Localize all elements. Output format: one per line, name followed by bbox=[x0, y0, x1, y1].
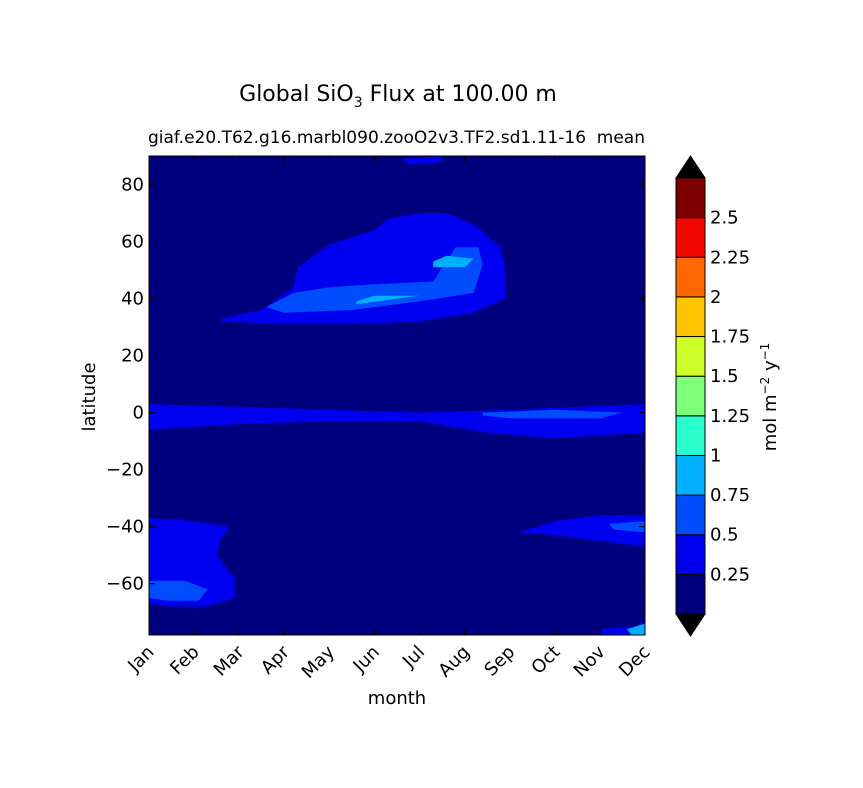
colorbar-label-exp2: −1 bbox=[758, 343, 772, 361]
colorbar: 0.25 0.5 0.75 1 1.25 1.5 1.75 2 2.25 2.5 bbox=[675, 155, 750, 637]
contour-region-7 bbox=[149, 580, 208, 601]
x-tick-label: Mar bbox=[210, 641, 249, 680]
colorbar-segment bbox=[675, 573, 706, 615]
y-axis: 80 60 40 20 0 −20 −40 −60 bbox=[106, 175, 645, 595]
y-tick-label: 0 bbox=[133, 403, 144, 424]
colorbar-label-exp1: −2 bbox=[758, 377, 772, 395]
colorbar-segment bbox=[675, 534, 706, 575]
x-tick-label: May bbox=[298, 641, 339, 682]
plot-frame bbox=[148, 155, 646, 636]
colorbar-segment bbox=[675, 415, 706, 456]
x-tick-label: Jul bbox=[398, 642, 429, 673]
y-tick-label: −60 bbox=[106, 574, 144, 595]
y-axis-label: latitude bbox=[79, 362, 100, 431]
colorbar-segment bbox=[675, 177, 706, 219]
chart-title-suffix: Flux at 100.00 m bbox=[363, 82, 557, 107]
chart-title-main: Global SiO bbox=[239, 82, 354, 107]
colorbar-segment bbox=[675, 375, 706, 417]
colorbar-segment bbox=[675, 256, 706, 298]
colorbar-tick-label: 2.5 bbox=[710, 208, 739, 229]
contour-region-10 bbox=[401, 156, 443, 165]
x-tick-label: Oct bbox=[527, 642, 564, 679]
contour-region-1 bbox=[266, 247, 483, 313]
contour-region-2 bbox=[433, 255, 474, 268]
y-tick-label: 80 bbox=[121, 175, 144, 196]
colorbar-segment bbox=[675, 494, 706, 536]
y-tick-label: −20 bbox=[106, 460, 144, 481]
contour-region-9 bbox=[608, 521, 645, 533]
x-tick-label: Nov bbox=[570, 641, 610, 681]
contour-region-5 bbox=[482, 409, 623, 419]
colorbar-label: mol m−2 y−1 bbox=[758, 343, 781, 452]
colorbar-tick-label: 1 bbox=[710, 445, 721, 466]
colorbar-extend-high bbox=[675, 155, 706, 179]
y-tick-label: 20 bbox=[121, 346, 144, 367]
contour-region-12 bbox=[627, 623, 645, 635]
colorbar-tick-label: 1.75 bbox=[710, 327, 750, 348]
colorbar-tick-label: 2 bbox=[710, 287, 721, 308]
x-tick-label: Jan bbox=[123, 642, 158, 677]
contour-region-3 bbox=[356, 295, 420, 305]
chart-title-subscript: 3 bbox=[354, 95, 363, 111]
colorbar-segment bbox=[675, 454, 706, 496]
colorbar-tick-label: 1.25 bbox=[710, 406, 750, 427]
chart-subtitle-left: giaf.e20.T62.g16.marbl090.zooO2v3.TF2.sd… bbox=[148, 128, 586, 148]
contour-region-8 bbox=[518, 515, 645, 547]
x-tick-label: Dec bbox=[615, 642, 654, 681]
colorbar-segment bbox=[675, 336, 706, 377]
colorbar-tick-label: 0.25 bbox=[710, 564, 750, 585]
y-tick-label: 40 bbox=[121, 289, 144, 310]
x-axis-label: month bbox=[368, 688, 426, 709]
chart-subtitle-right: mean bbox=[597, 128, 645, 148]
x-tick-label: Feb bbox=[166, 642, 203, 679]
x-tick-label: Aug bbox=[434, 642, 474, 682]
colorbar-label-main: mol m bbox=[760, 394, 781, 451]
colorbar-label-mid: y bbox=[760, 360, 781, 377]
colorbar-extend-low bbox=[675, 613, 706, 637]
chart-title: Global SiO3 Flux at 100.00 m bbox=[239, 82, 557, 111]
x-tick-label: Sep bbox=[480, 642, 519, 681]
colorbar-tick-label: 0.75 bbox=[710, 485, 750, 506]
colorbar-tick-label: 1.5 bbox=[710, 366, 739, 387]
y-tick-label: 60 bbox=[121, 232, 144, 253]
x-tick-label: Apr bbox=[257, 641, 294, 678]
contour-layer bbox=[149, 156, 645, 635]
colorbar-tick-label: 2.25 bbox=[710, 247, 750, 268]
y-tick-label: −40 bbox=[106, 517, 144, 538]
x-tick-label: Jun bbox=[349, 642, 384, 677]
colorbar-segment bbox=[675, 296, 706, 338]
colorbar-tick-label: 0.5 bbox=[710, 525, 739, 546]
colorbar-segment bbox=[675, 217, 706, 258]
